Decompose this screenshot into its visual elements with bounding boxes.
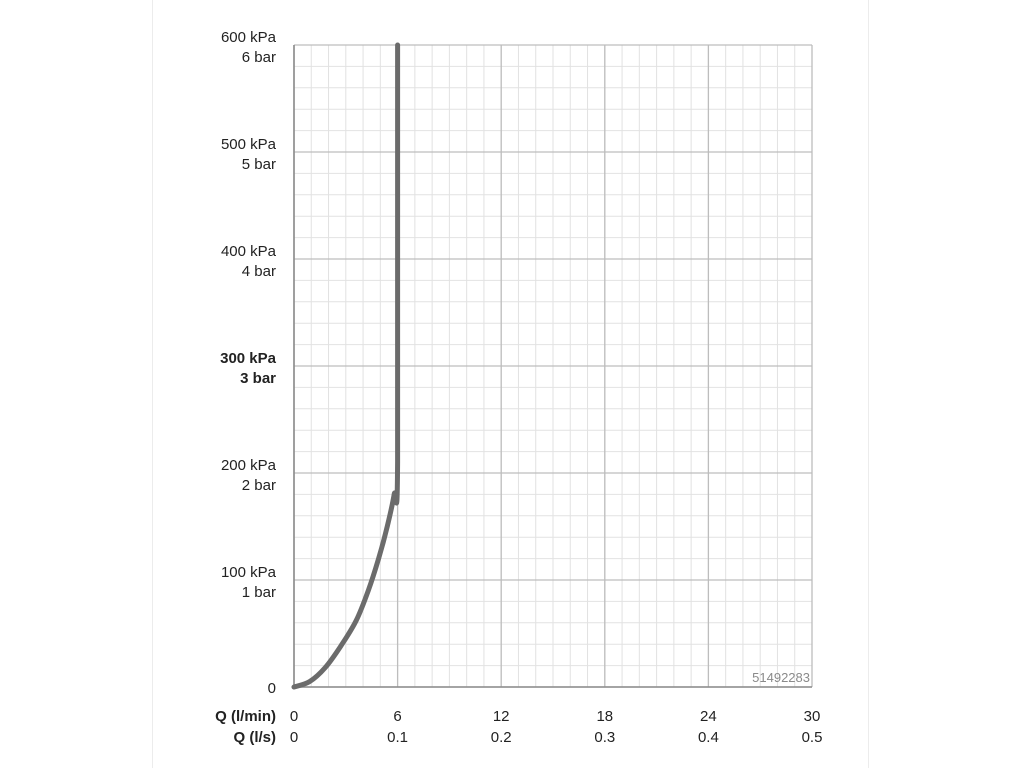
y-tick-label: 400 kPa	[221, 243, 277, 260]
x-tick-label: 6	[393, 708, 401, 725]
chart-annotation: 51492283	[752, 670, 810, 685]
x-tick-label: 0	[290, 729, 298, 746]
y-tick-label-group: 300 kPa 3 bar	[220, 350, 277, 387]
y-tick-label-group: 600 kPa 6 bar	[221, 29, 277, 66]
x-axis-row-label: Q (l/s)	[233, 729, 276, 746]
y-tick-label-group: 500 kPa 5 bar	[221, 136, 277, 173]
x-tick-label: 0.2	[491, 729, 512, 746]
x-axis-row-label: Q (l/min)	[215, 708, 276, 725]
y-tick-label-secondary: 1 bar	[242, 584, 276, 601]
x-tick-label: 18	[596, 708, 613, 725]
y-tick-label-group: 100 kPa 1 bar	[221, 564, 277, 601]
y-tick-label: 600 kPa	[221, 29, 277, 46]
y-tick-label-secondary: 3 bar	[240, 370, 276, 387]
y-tick-label-secondary: 2 bar	[242, 477, 276, 494]
right-border-line	[868, 0, 869, 768]
x-tick-label: 0.3	[594, 729, 615, 746]
y-tick-label: 500 kPa	[221, 136, 277, 153]
x-tick-label: 24	[700, 708, 717, 725]
series-layer	[291, 42, 401, 690]
x-tick-label: 0.4	[698, 729, 719, 746]
x-tick-label: 30	[804, 708, 821, 725]
y-tick-label-secondary: 4 bar	[242, 263, 276, 280]
y-tick-label: 300 kPa	[220, 350, 277, 367]
y-axis-ticks: 0 100 kPa 1 bar 200 kPa 2 bar 300 kPa 3 bar 400…	[220, 29, 277, 697]
y-tick-label-secondary: 6 bar	[242, 49, 276, 66]
y-tick-label-group: 0	[268, 680, 276, 697]
y-tick-label-group: 400 kPa 4 bar	[221, 243, 277, 280]
x-tick-label: 0.1	[387, 729, 408, 746]
x-tick-label: 12	[493, 708, 510, 725]
y-tick-label-group: 200 kPa 2 bar	[221, 457, 277, 494]
x-axis-ticks: Q (l/min) 0 6 12 18 24 30 Q (l/s) 0 0.1 0.2 0.3 0.4 0…	[215, 708, 822, 746]
x-tick-label: 0.5	[802, 729, 823, 746]
y-tick-label: 100 kPa	[221, 564, 277, 581]
series-line-0	[291, 42, 401, 690]
left-border-line	[152, 0, 153, 768]
y-tick-label: 200 kPa	[221, 457, 277, 474]
y-tick-label: 0	[268, 680, 276, 697]
x-tick-label: 0	[290, 708, 298, 725]
y-tick-label-secondary: 5 bar	[242, 156, 276, 173]
